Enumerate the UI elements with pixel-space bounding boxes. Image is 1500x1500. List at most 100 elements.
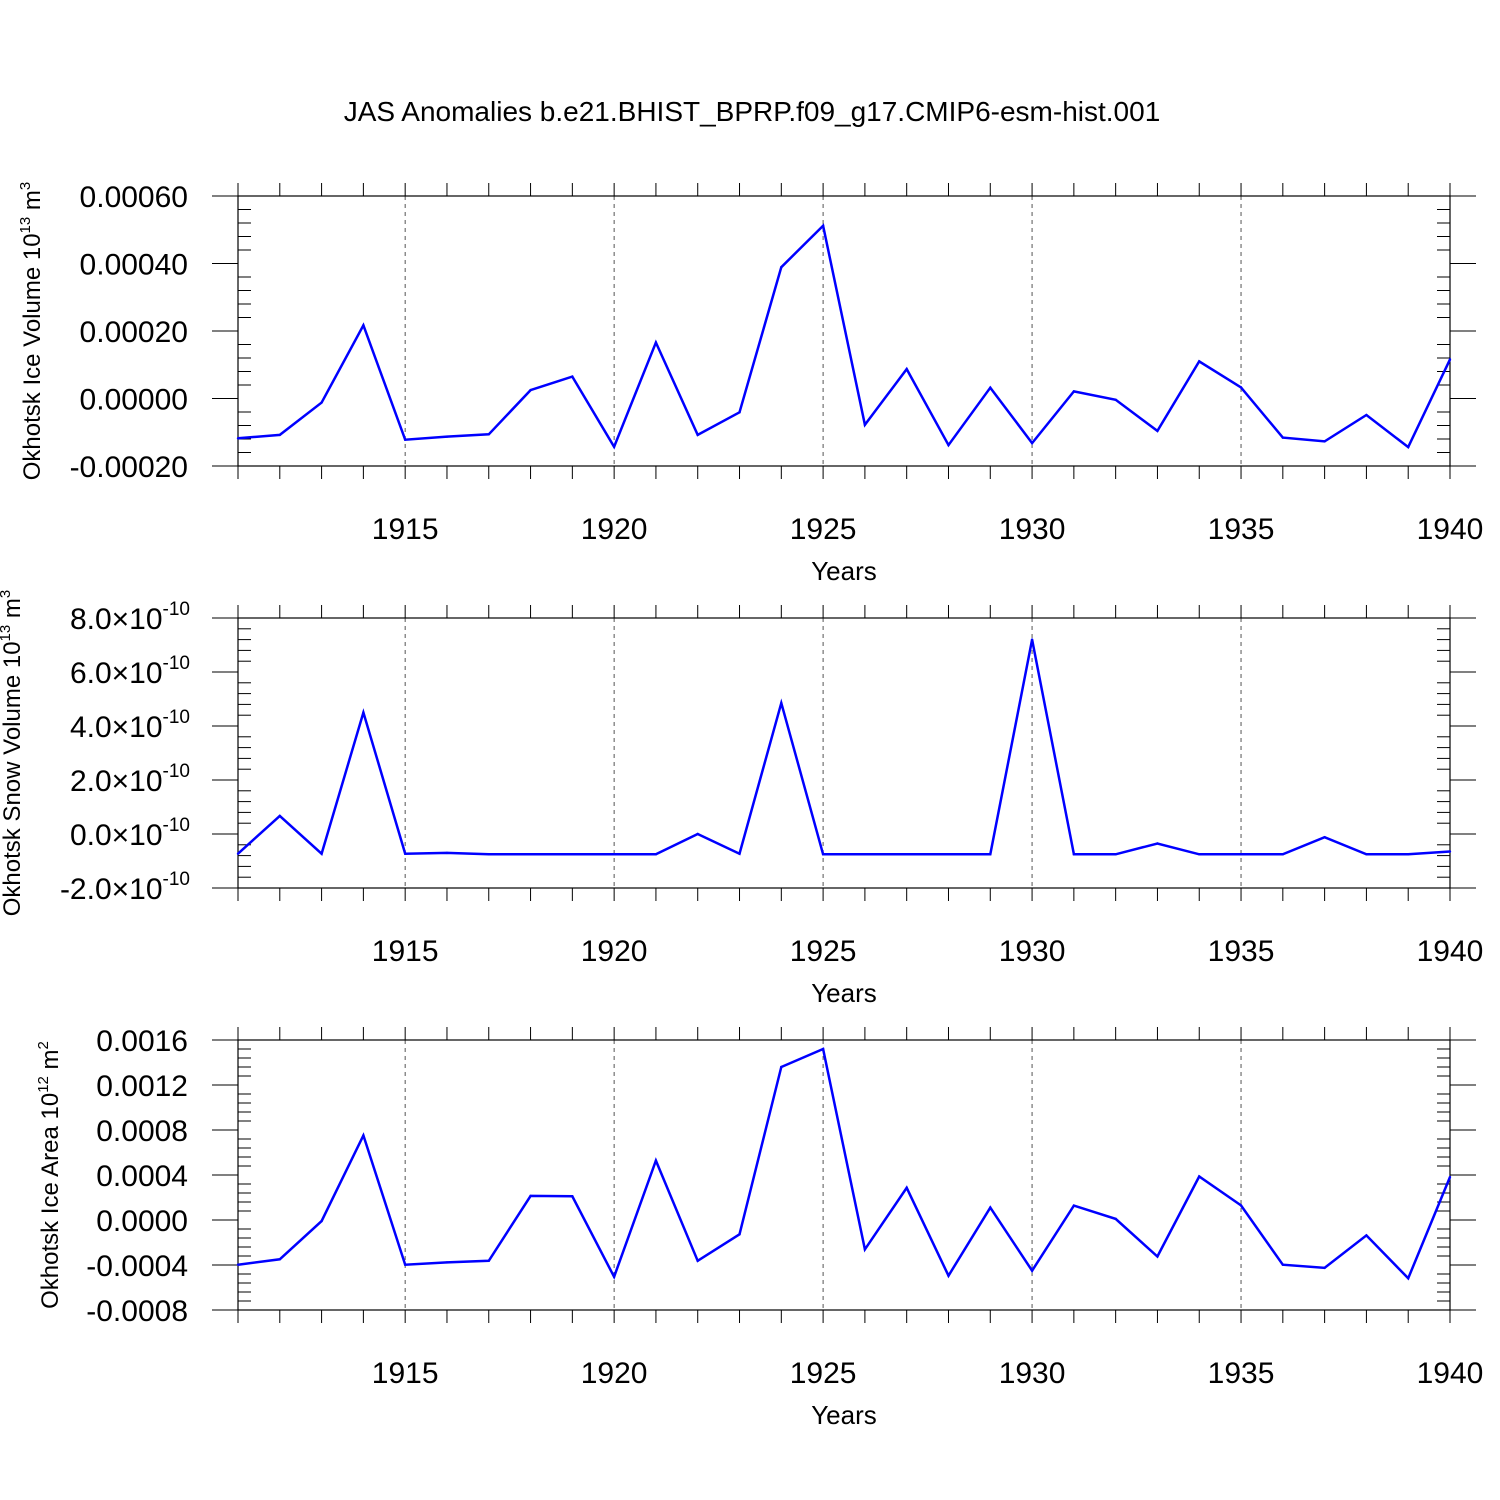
data-point bbox=[696, 433, 699, 437]
data-point bbox=[1365, 1234, 1368, 1237]
y-tick-label: -0.00020 bbox=[70, 451, 188, 484]
data-point bbox=[320, 1219, 323, 1223]
data-point bbox=[989, 853, 992, 856]
plot-frame bbox=[237, 195, 1451, 467]
x-tick-label: 1915 bbox=[372, 935, 439, 968]
y-tick-label: 0.0004 bbox=[96, 1160, 188, 1193]
plot-frame bbox=[237, 1039, 1451, 1311]
data-point bbox=[403, 852, 407, 855]
data-point bbox=[1407, 445, 1410, 449]
data-point bbox=[1365, 853, 1368, 856]
data-point bbox=[1156, 429, 1159, 433]
data-point bbox=[362, 1134, 365, 1137]
x-axis-label: Years bbox=[811, 1400, 877, 1430]
data-point bbox=[905, 1186, 908, 1190]
x-tick-label: 1940 bbox=[1417, 935, 1484, 968]
data-point bbox=[863, 1248, 867, 1251]
data-point bbox=[821, 1047, 825, 1051]
data-point bbox=[1448, 850, 1452, 853]
data-point bbox=[780, 701, 783, 705]
y-tick-label: 0.0×10-10 bbox=[70, 815, 190, 852]
data-point bbox=[320, 852, 323, 855]
x-tick-label: 1920 bbox=[581, 1357, 648, 1390]
data-point bbox=[654, 853, 658, 856]
data-point bbox=[947, 443, 950, 447]
data-point bbox=[1448, 358, 1452, 361]
x-tick-label: 1920 bbox=[581, 935, 648, 968]
data-point bbox=[1156, 842, 1159, 845]
data-point bbox=[1030, 1269, 1034, 1272]
data-point bbox=[1323, 1266, 1326, 1270]
x-axis-label: Years bbox=[811, 978, 877, 1008]
data-point bbox=[1323, 836, 1326, 839]
y-tick-label: 0.00020 bbox=[80, 316, 188, 349]
data-point bbox=[1323, 440, 1326, 443]
data-point bbox=[445, 851, 449, 855]
data-point bbox=[989, 386, 992, 389]
data-point bbox=[989, 1206, 992, 1209]
data-point bbox=[236, 852, 240, 855]
x-tick-label: 1915 bbox=[372, 1357, 439, 1390]
x-axis-label: Years bbox=[811, 556, 877, 586]
x-tick-label: 1935 bbox=[1208, 513, 1275, 546]
y-tick-label: 0.0016 bbox=[96, 1025, 188, 1058]
data-point bbox=[278, 433, 281, 437]
y-tick-label: 2.0×10-10 bbox=[70, 761, 190, 798]
data-point bbox=[445, 435, 449, 438]
data-point bbox=[1030, 441, 1034, 445]
data-point bbox=[1114, 1217, 1117, 1221]
y-tick-label: 8.0×10-10 bbox=[70, 599, 190, 636]
y-tick-label: 4.0×10-10 bbox=[70, 707, 190, 744]
x-tick-label: 1925 bbox=[790, 1357, 857, 1390]
data-point bbox=[1072, 853, 1076, 856]
data-point bbox=[1281, 436, 1285, 439]
data-point bbox=[1156, 1255, 1159, 1258]
y-tick-label: 0.00040 bbox=[80, 249, 188, 282]
data-point bbox=[529, 388, 532, 392]
y-tick-label: 0.00000 bbox=[80, 384, 188, 417]
data-point bbox=[654, 1159, 658, 1162]
data-point bbox=[654, 341, 658, 344]
x-tick-label: 1920 bbox=[581, 513, 648, 546]
data-point bbox=[1365, 413, 1368, 417]
data-point bbox=[571, 853, 574, 856]
data-point bbox=[1198, 1175, 1201, 1178]
y-tick-label: 0.0008 bbox=[96, 1115, 188, 1148]
data-point bbox=[403, 438, 407, 441]
data-point bbox=[1281, 1263, 1285, 1266]
data-point bbox=[487, 853, 490, 856]
data-point bbox=[821, 224, 825, 227]
data-point bbox=[278, 1258, 281, 1261]
x-tick-label: 1940 bbox=[1417, 513, 1484, 546]
figure-title: JAS Anomalies b.e21.BHIST_BPRP.f09_g17.C… bbox=[344, 96, 1161, 127]
data-point bbox=[612, 445, 616, 448]
data-point bbox=[947, 1274, 950, 1277]
data-point bbox=[821, 853, 825, 856]
data-point bbox=[1448, 1175, 1452, 1179]
data-point bbox=[696, 832, 699, 836]
x-tick-label: 1925 bbox=[790, 935, 857, 968]
data-point bbox=[1198, 360, 1201, 363]
data-point bbox=[905, 853, 908, 856]
y-tick-label: 6.0×10-10 bbox=[70, 653, 190, 690]
x-tick-label: 1915 bbox=[372, 513, 439, 546]
chart-panels: -0.00020 0.00000 0.00020 0.00040 0.00060 1915… bbox=[0, 181, 1483, 1430]
data-point bbox=[696, 1259, 699, 1263]
data-point bbox=[236, 437, 240, 440]
x-tick-label: 1935 bbox=[1208, 935, 1275, 968]
data-point bbox=[1114, 853, 1117, 856]
series-line bbox=[237, 639, 1451, 856]
x-tick-label: 1925 bbox=[790, 513, 857, 546]
data-point bbox=[863, 853, 867, 856]
y-axis-label: Okhotsk Ice Volume 1013 m3 bbox=[17, 182, 46, 481]
x-tick-label: 1930 bbox=[999, 935, 1066, 968]
data-point bbox=[487, 433, 490, 436]
panel-1: -0.00020 0.00000 0.00020 0.00040 0.00060 1915… bbox=[17, 181, 1483, 586]
data-point bbox=[571, 1195, 574, 1198]
x-tick-label: 1940 bbox=[1417, 1357, 1484, 1390]
data-point bbox=[529, 853, 532, 856]
data-point bbox=[612, 853, 616, 856]
y-axis-label: Okhotsk Ice Area 1012 m2 bbox=[35, 1041, 64, 1309]
data-point bbox=[1030, 638, 1034, 641]
